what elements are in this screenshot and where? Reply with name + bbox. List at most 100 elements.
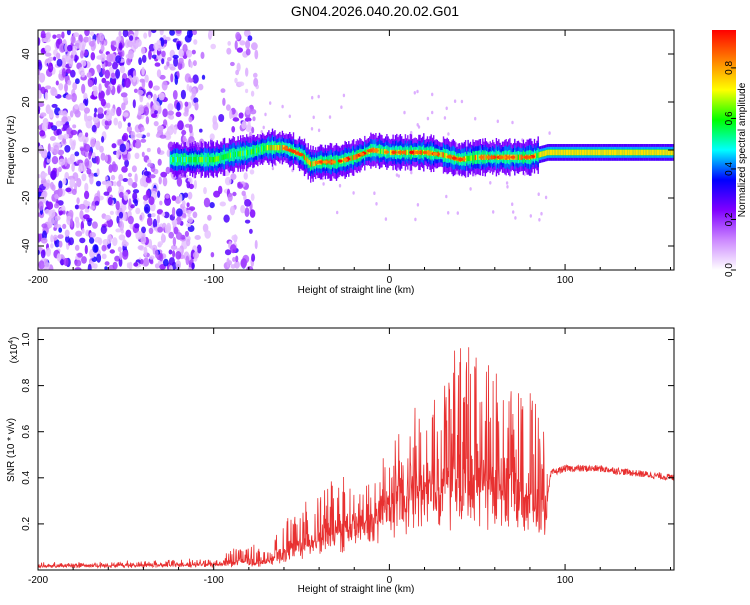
spectrogram-cell xyxy=(184,35,192,43)
spectrogram-cell xyxy=(308,160,311,166)
spectrogram-cell xyxy=(101,244,107,252)
spectrogram-cell xyxy=(515,154,517,160)
spectrogram-cell xyxy=(141,174,146,185)
spectrogram-cell xyxy=(661,149,664,156)
spectrogram-cell xyxy=(159,30,164,36)
spectrogram-cell xyxy=(148,196,155,206)
spectrogram-cell xyxy=(271,166,275,171)
spectrogram-cell xyxy=(305,156,307,162)
spectrogram-cell xyxy=(54,239,60,248)
spectrogram-cell xyxy=(317,94,320,99)
spectrogram-cell xyxy=(79,203,86,210)
spectrogram-cell xyxy=(649,149,651,156)
spectrogram-cell xyxy=(580,149,582,156)
spectrogram-cell xyxy=(111,78,117,86)
spectrogram-cell xyxy=(105,154,108,163)
spectrogram-ytick-label: 40 xyxy=(21,48,32,60)
spectrogram-cell xyxy=(596,149,598,156)
snr-ytick-label: 0.8 xyxy=(21,378,32,392)
colorbar: 0.0 0.2 0.4 0.6 0.8 Normalized spectral ampl… xyxy=(712,30,748,277)
spectrogram-cell xyxy=(44,91,49,101)
spectrogram-cell xyxy=(203,157,205,163)
spectrogram-cell xyxy=(232,191,237,197)
snr-xtick-label: -200 xyxy=(28,575,48,586)
spectrogram-cell xyxy=(278,145,280,151)
spectrogram-cell xyxy=(165,166,171,175)
spectrogram-cell xyxy=(135,133,143,139)
spectrogram-cell xyxy=(157,125,164,133)
spectrogram-cell xyxy=(226,47,232,55)
spectrogram-cell xyxy=(159,134,167,139)
spectrogram-cell xyxy=(179,193,183,203)
colorbar-label: Normalized spectral amplitude xyxy=(737,82,748,217)
spectrogram-cell xyxy=(65,235,70,243)
spectrogram-cell xyxy=(186,209,192,215)
spectrogram-cell xyxy=(373,191,376,195)
spectrogram-cell xyxy=(220,88,226,93)
spectrogram-cell xyxy=(426,116,430,121)
spectrogram-cell xyxy=(112,181,117,187)
spectrogram-cell xyxy=(85,118,93,129)
spectrogram-cell xyxy=(62,223,67,229)
spectrogram-cell xyxy=(84,112,88,122)
spectrogram-cell xyxy=(172,220,177,227)
spectrogram-cell xyxy=(56,253,62,262)
spectrogram-cell xyxy=(183,111,189,117)
spectrogram-cell xyxy=(91,221,98,229)
spectrogram-cell xyxy=(250,149,253,155)
spectrogram-cell xyxy=(384,217,388,221)
spectrogram-cell xyxy=(237,183,244,189)
spectrogram-cell xyxy=(96,253,102,263)
spectrogram-cell xyxy=(186,202,190,208)
spectrogram-cell xyxy=(147,94,152,100)
spectrogram-cell xyxy=(634,149,636,156)
spectrogram-cell xyxy=(283,146,288,150)
spectrogram-cell xyxy=(119,220,124,231)
spectrogram-cell xyxy=(176,208,183,217)
spectrogram-cell xyxy=(90,138,96,148)
spectrogram-cell xyxy=(107,186,112,193)
spectrogram-cell xyxy=(127,122,131,127)
spectrogram-cell xyxy=(186,181,191,189)
spectrogram-cell xyxy=(53,144,60,155)
spectrogram-cell xyxy=(234,40,238,51)
spectrogram-cell xyxy=(291,149,296,154)
spectrogram-cell xyxy=(92,85,98,91)
spectrogram-cell xyxy=(200,157,202,163)
spectrogram-cell xyxy=(173,226,179,235)
spectrogram-cell xyxy=(107,196,113,206)
spectrogram-cell xyxy=(137,110,142,116)
spectrogram-cell xyxy=(95,180,102,187)
spectrogram-cell xyxy=(337,159,343,163)
spectrogram-cell xyxy=(340,105,343,109)
spectrogram-cell xyxy=(242,150,244,156)
spectrogram-cell xyxy=(116,180,122,187)
spectrogram-cell xyxy=(94,107,98,114)
spectrogram-cell xyxy=(101,180,108,185)
spectrogram-cell xyxy=(91,124,97,133)
figure-title: GN04.2026.040.20.02.G01 xyxy=(291,3,459,19)
spectrogram-cell xyxy=(58,240,63,248)
spectrogram-cell xyxy=(191,262,195,270)
spectrogram-cell xyxy=(246,266,254,270)
spectrogram-cell xyxy=(193,97,199,104)
spectrogram-cell xyxy=(241,150,243,157)
spectrogram-cell xyxy=(122,212,127,221)
spectrogram-cell xyxy=(143,32,148,39)
spectrogram-cell xyxy=(71,45,78,52)
spectrogram-cell xyxy=(253,77,259,87)
spectrogram-cell xyxy=(194,157,196,163)
spectrogram-cell xyxy=(288,114,291,119)
spectrogram-cell xyxy=(134,141,142,149)
spectrogram-cell xyxy=(624,149,627,156)
spectrogram-cell xyxy=(119,65,126,74)
spectrogram-cell xyxy=(121,166,128,173)
spectrogram-cell xyxy=(74,104,79,110)
spectrogram-cell xyxy=(230,244,237,254)
spectrogram-xtick-label: 0 xyxy=(387,275,393,286)
spectrogram-cell xyxy=(78,132,84,142)
spectrogram-cell xyxy=(632,149,634,156)
spectrogram-cell xyxy=(447,211,450,215)
spectrogram-cell xyxy=(228,152,231,159)
